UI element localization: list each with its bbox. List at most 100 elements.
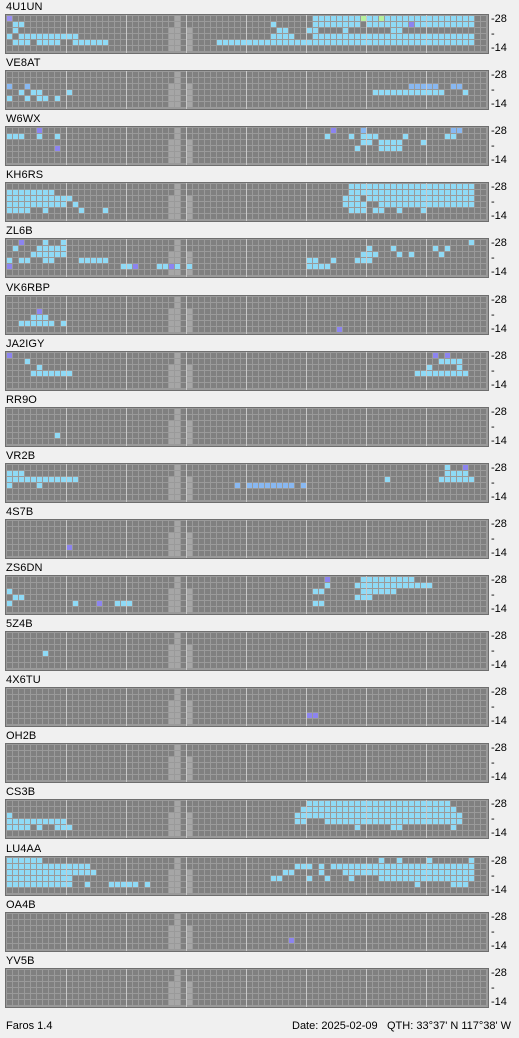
- signal-cell: [439, 90, 444, 96]
- grid-cell: [205, 470, 210, 476]
- grid-cell: [289, 308, 294, 314]
- grid-cell: [385, 376, 390, 382]
- propagation-grid[interactable]: [5, 406, 489, 447]
- grid-cell: [403, 432, 408, 438]
- grid-cell: [187, 102, 192, 108]
- grid-cell: [109, 476, 114, 482]
- grid-cell: [469, 464, 474, 470]
- grid-cell: [13, 72, 18, 78]
- grid-cell: [169, 46, 174, 51]
- grid-cell: [247, 376, 252, 382]
- grid-cell: [331, 420, 336, 426]
- signal-cell: [55, 202, 60, 208]
- propagation-grid[interactable]: [5, 575, 489, 615]
- grid-cell: [115, 214, 120, 220]
- grid-cell: [481, 320, 486, 326]
- signal-cell: [55, 40, 60, 45]
- grid-cell: [43, 352, 48, 358]
- grid-cell: [247, 46, 252, 51]
- signal-cell: [451, 358, 456, 364]
- signal-cell: [409, 202, 414, 208]
- propagation-grid[interactable]: [5, 350, 489, 391]
- grid-cell: [421, 270, 426, 276]
- grid-cell: [355, 246, 360, 252]
- grid-cell: [43, 426, 48, 432]
- grid-cell: [469, 320, 474, 326]
- grid-cell: [25, 426, 30, 432]
- grid-cell: [421, 532, 426, 538]
- grid-cell: [403, 370, 408, 376]
- grid-cell: [235, 146, 240, 152]
- grid-cell: [475, 364, 480, 370]
- grid-cell: [451, 214, 456, 220]
- signal-cell: [433, 84, 438, 90]
- grid-cell: [61, 146, 66, 152]
- grid-cell: [175, 482, 180, 488]
- grid-cell: [109, 196, 114, 202]
- grid-cell: [193, 414, 198, 420]
- grid-cell: [25, 494, 30, 500]
- signal-cell: [469, 22, 474, 27]
- grid-cell: [295, 152, 300, 158]
- grid-cell: [229, 370, 234, 376]
- signal-cell: [469, 40, 474, 45]
- grid-cell: [91, 326, 96, 332]
- propagation-grid[interactable]: [5, 182, 489, 223]
- propagation-grid[interactable]: [5, 294, 489, 335]
- grid-cell: [415, 302, 420, 308]
- grid-cell: [49, 16, 54, 21]
- grid-cell: [169, 364, 174, 370]
- grid-cell: [385, 544, 390, 550]
- grid-cell: [253, 202, 258, 208]
- grid-cell: [193, 320, 198, 326]
- propagation-grid[interactable]: [5, 238, 489, 279]
- propagation-grid[interactable]: [5, 70, 489, 111]
- grid-cell: [337, 364, 342, 370]
- grid-cell: [379, 358, 384, 364]
- band-label-top: -28: [491, 181, 507, 194]
- signal-cell: [43, 208, 48, 214]
- grid-cell: [331, 264, 336, 270]
- grid-cell: [145, 46, 150, 51]
- grid-cell: [235, 526, 240, 532]
- grid-cell: [67, 532, 72, 538]
- grid-cell: [301, 152, 306, 158]
- grid-cell: [151, 184, 156, 190]
- grid-cell: [121, 352, 126, 358]
- band-label-mid: -: [491, 28, 495, 40]
- grid-cell: [25, 432, 30, 438]
- propagation-grid[interactable]: [5, 14, 489, 54]
- grid-cell: [259, 432, 264, 438]
- grid-cell: [49, 84, 54, 90]
- grid-cell: [391, 376, 396, 382]
- signal-cell: [265, 482, 270, 488]
- grid-cell: [439, 96, 444, 102]
- grid-cell: [325, 90, 330, 96]
- signal-cell: [409, 90, 414, 96]
- grid-cell: [331, 252, 336, 258]
- grid-cell: [319, 28, 324, 33]
- signal-cell: [343, 16, 348, 21]
- grid-cell: [19, 494, 24, 500]
- grid-cell: [451, 532, 456, 538]
- grid-cell: [391, 264, 396, 270]
- signal-cell: [409, 252, 414, 258]
- grid-cell: [97, 464, 102, 470]
- propagation-grid[interactable]: [5, 462, 489, 503]
- grid-cell: [43, 72, 48, 78]
- grid-cell: [181, 134, 186, 140]
- grid-cell: [259, 90, 264, 96]
- grid-cell: [313, 134, 318, 140]
- grid-cell: [31, 140, 36, 146]
- grid-cell: [205, 158, 210, 164]
- grid-cell: [85, 184, 90, 190]
- propagation-grid[interactable]: [5, 518, 489, 559]
- grid-cell: [193, 326, 198, 332]
- grid-cell: [211, 302, 216, 308]
- grid-cell: [325, 140, 330, 146]
- propagation-grid[interactable]: [5, 126, 489, 167]
- grid-cell: [253, 476, 258, 482]
- grid-cell: [259, 158, 264, 164]
- grid-cell: [55, 90, 60, 96]
- grid-cell: [229, 382, 234, 388]
